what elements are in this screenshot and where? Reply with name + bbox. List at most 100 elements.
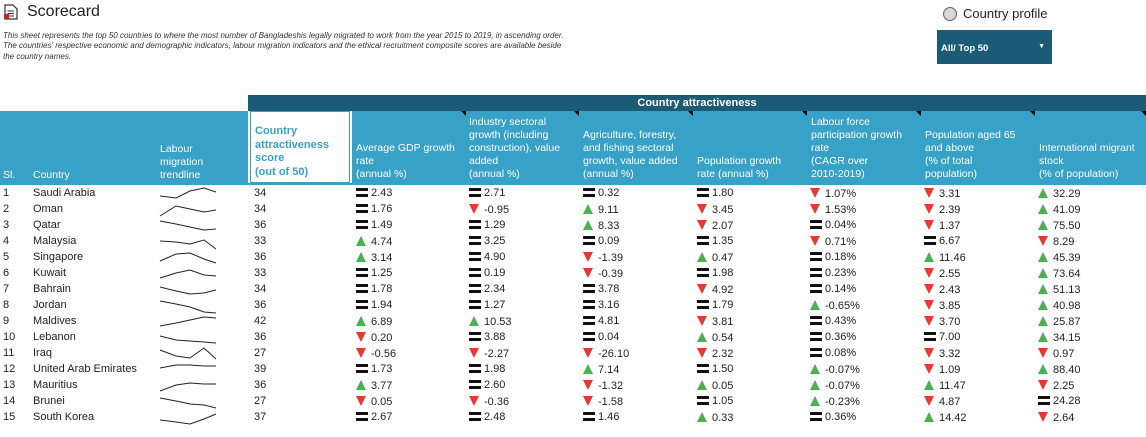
cell-value: 3.14 (371, 252, 393, 264)
trendline-sparkline (159, 300, 217, 314)
cell-ind: -0.95 (469, 203, 509, 216)
cell-value: -0.23% (825, 396, 860, 408)
comment-marker-icon[interactable] (802, 111, 807, 116)
comment-marker-icon[interactable] (461, 111, 466, 116)
dropdown-value: All/ Top 50 (941, 43, 989, 54)
cell-value: -0.36 (484, 396, 510, 408)
cell-lab: 0.36% (810, 331, 856, 343)
equal-icon (583, 315, 595, 327)
cell-sl: 3 (3, 219, 10, 231)
equal-icon (810, 251, 822, 263)
cell-pop: 2.07 (697, 219, 733, 232)
cell-value: 10.53 (484, 316, 512, 328)
table-row[interactable]: 6 Kuwait 33 1.25 0.19 -0.39 1.98 0.23% 2.55 73.64 (0, 266, 1146, 282)
cell-gdp: 6.89 (356, 315, 392, 328)
table-row[interactable]: 11 Iraq 27 -0.56 -2.27 -26.10 2.32 0.08% 3.32 0.9… (0, 346, 1146, 362)
table-row[interactable]: 9 Maldives 42 6.89 10.53 4.81 3.81 0.43% 3.70 25.… (0, 314, 1146, 330)
col-header-trendline-line: trendline (160, 169, 201, 181)
cell-lab: 0.04% (810, 219, 856, 231)
cell-value: 1.76 (371, 203, 393, 215)
cell-value: 0.33 (712, 412, 734, 424)
trendline-sparkline (159, 252, 217, 264)
col-header-labour-force[interactable]: Labour force participation growth rate (… (807, 111, 921, 183)
table-row[interactable]: 3 Qatar 36 1.49 1.29 8.33 2.07 0.04% 1.37 75.50 (0, 218, 1146, 234)
cell-sl: 9 (3, 315, 10, 327)
down-arrow-icon (356, 395, 368, 408)
table-row[interactable]: 13 Mauritius 36 3.77 2.60 -1.32 0.05 -0.07% 11.4… (0, 378, 1146, 394)
table-row[interactable]: 5 Singapore 36 3.14 4.90 -1.39 0.47 0.18% 11.46 4… (0, 250, 1146, 266)
col-header-agriculture-line: Agriculture, forestry, (583, 129, 677, 141)
down-arrow-icon (469, 203, 481, 216)
cell-value: 0.43% (825, 315, 857, 327)
comment-marker-icon[interactable] (574, 111, 579, 116)
col-header-migrant-stock-line: stock (1039, 155, 1064, 167)
col-header-migrant-stock-line: (% of population) (1039, 168, 1119, 180)
col-header-population-growth[interactable]: Population growth rate (annual %) (693, 111, 807, 183)
col-header-trendline-line: migration (160, 156, 204, 168)
table-row[interactable]: 7 Bahrain 34 1.78 2.34 3.78 4.92 0.14% 2.43 51.13 (0, 282, 1146, 298)
down-arrow-icon (924, 395, 936, 408)
up-arrow-icon (1038, 251, 1050, 264)
equal-icon (469, 411, 481, 423)
table-row[interactable]: 4 Malaysia 33 4.74 3.25 0.09 1.35 0.71% 6.67 8.29 (0, 234, 1146, 250)
cell-value: 88.40 (1053, 364, 1081, 376)
cell-value: 3.32 (939, 348, 961, 360)
col-header-aged-65[interactable]: Population aged 65 and above (% of total… (921, 111, 1035, 183)
cell-country: Malaysia (33, 235, 77, 247)
cell-ind: -0.36 (469, 395, 509, 408)
comment-marker-icon[interactable] (1030, 111, 1035, 116)
country-filter-dropdown[interactable]: All/ Top 50 ▼ (937, 30, 1052, 64)
comment-marker-icon[interactable] (1141, 111, 1146, 116)
radio-circle-icon[interactable] (943, 6, 957, 21)
cell-value: 2.55 (939, 268, 961, 280)
cell-value: 1.07% (825, 188, 857, 200)
table-row[interactable]: 10 Lebanon 36 0.20 3.88 0.04 0.54 0.36% 7.00 34.1… (0, 330, 1146, 346)
col-header-gdp[interactable]: Average GDP growth rate (annual %) (352, 111, 466, 183)
down-arrow-icon (697, 347, 709, 360)
cell-pop: 4.92 (697, 283, 733, 296)
cell-ind: 3.25 (469, 235, 505, 247)
cell-value: 3.85 (939, 300, 961, 312)
down-arrow-icon (924, 299, 936, 312)
table-row[interactable]: 8 Jordan 36 1.94 1.27 3.16 1.79 -0.65% 3.85 40.98 (0, 298, 1146, 314)
col-header-score[interactable]: Country attractiveness score (out of 50) (250, 111, 350, 183)
table-row[interactable]: 1 Saudi Arabia 34 2.43 2.71 0.32 1.80 1.07% 3.31… (0, 186, 1146, 202)
comment-marker-icon[interactable] (688, 111, 693, 116)
cell-value: -1.32 (598, 380, 624, 392)
cell-lab: 0.14% (810, 283, 856, 295)
cell-lab: 1.07% (810, 187, 856, 200)
table-row[interactable]: 12 United Arab Emirates 39 1.73 1.98 7.14 1.50… (0, 362, 1146, 378)
caret-down-icon[interactable]: ▼ (1038, 43, 1045, 50)
trendline-path (159, 300, 217, 314)
col-header-agriculture[interactable]: Agriculture, forestry, and fishing secto… (579, 111, 693, 183)
cell-lab: 0.71% (810, 235, 856, 248)
cell-value: 1.46 (598, 411, 620, 423)
cell-lab: -0.23% (810, 395, 860, 408)
table-row[interactable]: 14 Brunei 27 0.05 -0.36 -1.58 1.05 -0.23% 4.87 24… (0, 394, 1146, 410)
cell-agri: -0.39 (583, 267, 623, 280)
cell-value: 0.08% (825, 347, 857, 359)
cell-pop: 1.35 (697, 235, 733, 247)
comment-marker-icon[interactable] (916, 111, 921, 116)
radio-label: Country profile (963, 6, 1048, 21)
cell-ind: 0.19 (469, 267, 505, 279)
table-row[interactable]: 2 Oman 34 1.76 -0.95 9.11 3.45 1.53% 2.39 41.09 (0, 202, 1146, 218)
cell-ind: 2.60 (469, 379, 505, 391)
equal-icon (810, 283, 822, 295)
trendline-path (159, 316, 217, 327)
country-profile-radio[interactable]: Country profile (943, 6, 1048, 21)
equal-icon (356, 411, 368, 423)
trendline-path (159, 382, 216, 392)
cell-value: 2.60 (484, 379, 506, 391)
table-row[interactable]: 15 South Korea 37 2.67 2.48 1.46 0.33 0.36% 14.4… (0, 410, 1146, 426)
up-arrow-icon (356, 251, 368, 264)
cell-value: 1.80 (712, 187, 734, 199)
down-arrow-icon (583, 251, 595, 264)
cell-agri: 9.11 (583, 203, 619, 216)
cell-value: 0.23% (825, 267, 857, 279)
col-header-migrant-stock[interactable]: International migrant stock (% of popula… (1035, 111, 1146, 183)
col-header-industry[interactable]: Industry sectoral growth (including cons… (465, 111, 579, 183)
col-header-country: Country (33, 169, 70, 181)
equal-icon (583, 411, 595, 423)
cell-value: 4.74 (371, 236, 393, 248)
